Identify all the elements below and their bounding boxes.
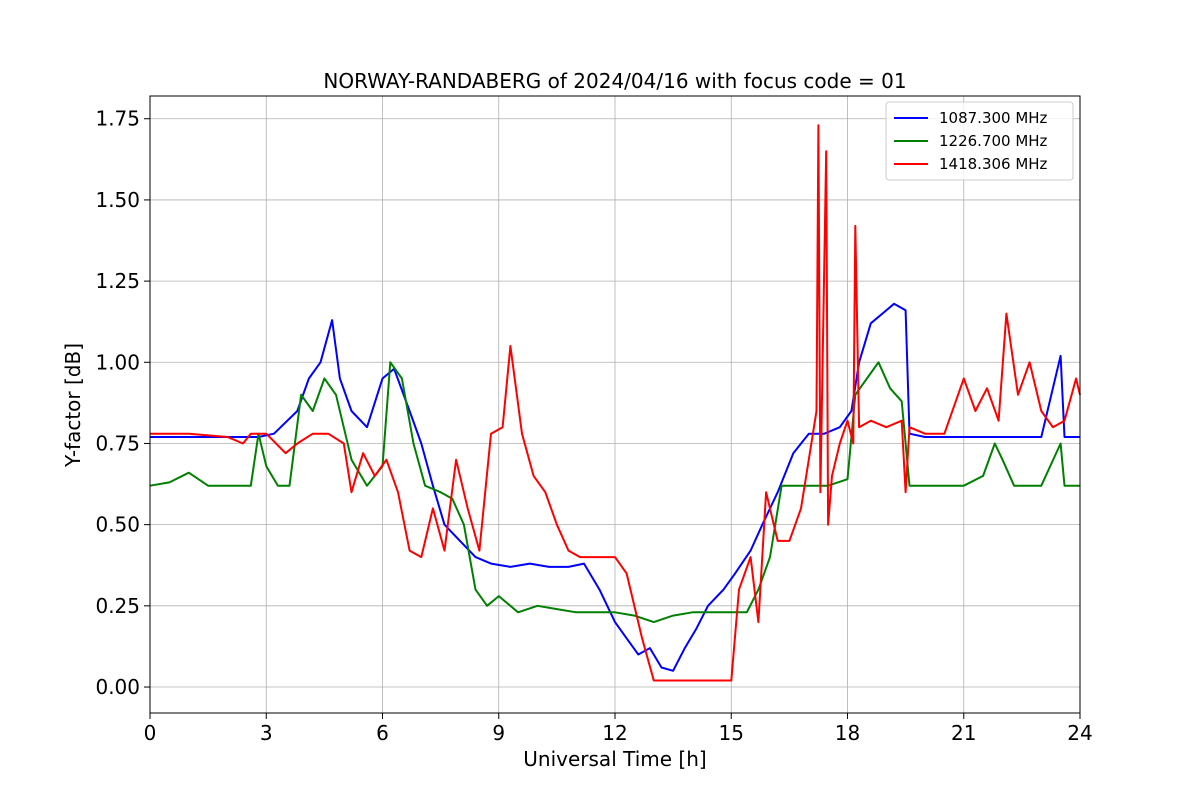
x-tick-label: 21 <box>951 721 976 745</box>
x-tick-label: 15 <box>719 721 744 745</box>
legend-label-2: 1226.700 MHz <box>939 132 1048 150</box>
legend-label-3: 1418.306 MHz <box>939 155 1048 173</box>
legend-label-1: 1087.300 MHz <box>939 109 1048 127</box>
y-axis-label: Y-factor [dB] <box>61 343 85 468</box>
y-tick-label: 0.00 <box>95 675 140 699</box>
x-tick-label: 3 <box>260 721 273 745</box>
y-tick-label: 1.25 <box>95 269 140 293</box>
series-line-1 <box>150 302 1080 672</box>
y-tick-label: 0.50 <box>95 513 140 537</box>
legend: 1087.300 MHz 1226.700 MHz 1418.306 MHz <box>885 101 1074 181</box>
x-tick-label: 9 <box>492 721 505 745</box>
y-tick-label: 1.75 <box>95 107 140 131</box>
y-tick-label: 1.00 <box>95 350 140 374</box>
legend-box <box>885 101 1074 181</box>
tick-layer: 0 3 6 9 12 15 18 21 24 0.00 0.25 0.50 0.75 1.00 1.25 1.… <box>95 107 1092 745</box>
x-tick-label: 18 <box>835 721 860 745</box>
series-line-3 <box>150 124 1081 682</box>
x-tick-label: 24 <box>1067 721 1092 745</box>
y-tick-label: 0.75 <box>95 431 140 455</box>
x-tick-label: 0 <box>144 721 157 745</box>
chart-title: NORWAY-RANDABERG of 2024/04/16 with focu… <box>323 69 906 93</box>
x-tick-label: 12 <box>602 721 627 745</box>
y-tick-label: 0.25 <box>95 594 140 618</box>
series-layer <box>149 124 1081 682</box>
x-axis-label: Universal Time [h] <box>523 747 706 771</box>
y-tick-label: 1.50 <box>95 188 140 212</box>
x-tick-label: 6 <box>376 721 389 745</box>
